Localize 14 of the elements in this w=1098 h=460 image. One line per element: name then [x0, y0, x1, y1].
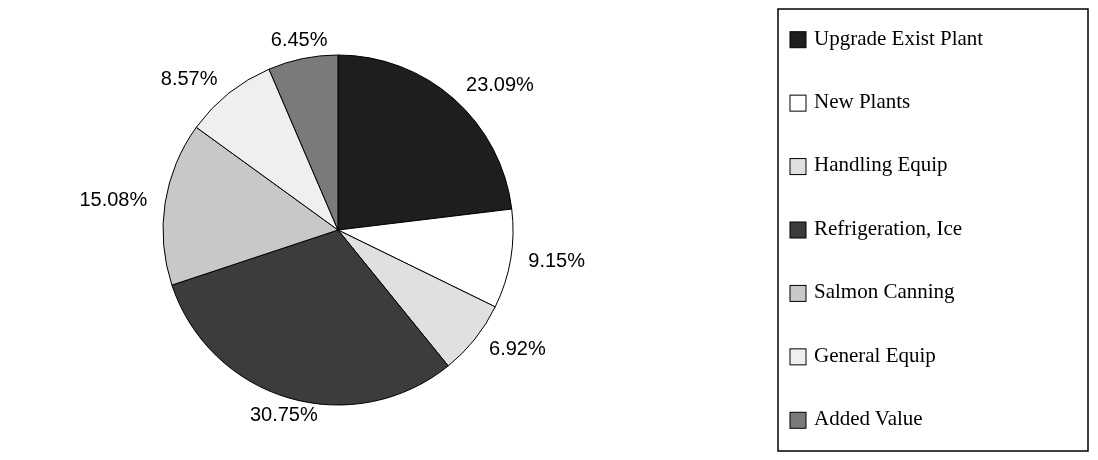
legend-label: Upgrade Exist Plant: [814, 25, 984, 50]
legend-label: Refrigeration, Ice: [814, 215, 963, 240]
data-label: 9.15%: [528, 249, 586, 272]
data-label: 6.92%: [489, 337, 546, 360]
data-label: 30.75%: [249, 402, 318, 425]
data-label: 8.57%: [160, 66, 218, 89]
legend-label: Salmon Canning: [814, 279, 956, 304]
data-label: 15.08%: [79, 187, 148, 210]
legend-label: Handling Equip: [814, 152, 948, 177]
data-label: 23.09%: [466, 72, 535, 95]
legend-label: New Plants: [814, 88, 911, 113]
data-label: 6.45%: [270, 28, 328, 51]
legend-label: General Equip: [814, 342, 936, 367]
legend-label: Added Value: [814, 406, 923, 431]
